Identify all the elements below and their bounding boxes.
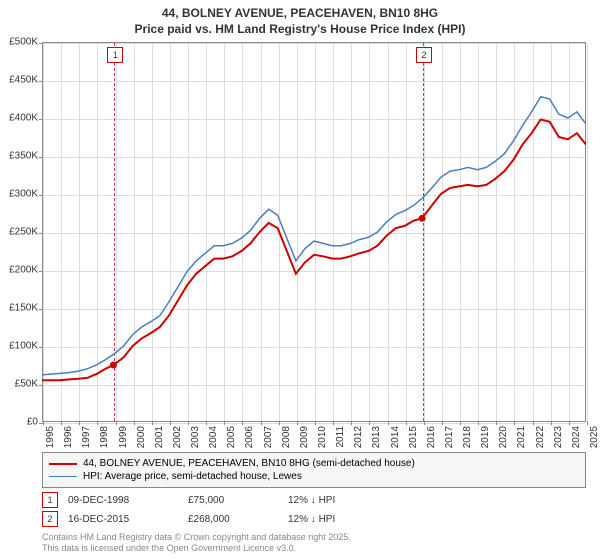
license-text: Contains HM Land Registry data © Crown c… bbox=[42, 532, 586, 554]
legend: 44, BOLNEY AVENUE, PEACEHAVEN, BN10 8HG … bbox=[42, 452, 586, 488]
y-axis-label: £200K bbox=[9, 265, 38, 276]
x-axis-label: 2008 bbox=[281, 426, 292, 448]
x-axis-label: 2002 bbox=[172, 426, 183, 448]
x-axis-label: 2010 bbox=[317, 426, 328, 448]
x-axis-label: 2017 bbox=[444, 426, 455, 448]
x-axis-label: 2021 bbox=[516, 426, 527, 448]
chart-svg bbox=[42, 42, 586, 422]
x-axis-label: 2005 bbox=[226, 426, 237, 448]
legend-swatch bbox=[49, 463, 77, 465]
x-axis-label: 2019 bbox=[480, 426, 491, 448]
x-axis-label: 2023 bbox=[553, 426, 564, 448]
y-axis-label: £400K bbox=[9, 113, 38, 124]
x-axis-label: 2025 bbox=[589, 426, 600, 448]
y-axis-label: £150K bbox=[9, 303, 38, 314]
y-axis-label: £250K bbox=[9, 227, 38, 238]
series-line bbox=[42, 120, 586, 381]
x-axis-label: 2012 bbox=[353, 426, 364, 448]
chart-area: 12 £0£50K£100K£150K£200K£250K£300K£350K£… bbox=[42, 42, 586, 422]
title-line1: 44, BOLNEY AVENUE, PEACEHAVEN, BN10 8HG bbox=[0, 6, 600, 22]
marker-dot bbox=[419, 215, 426, 222]
series-line bbox=[42, 97, 586, 375]
footnote-date: 09-DEC-1998 bbox=[68, 495, 178, 506]
license-line1: Contains HM Land Registry data © Crown c… bbox=[42, 532, 586, 543]
x-axis-label: 1995 bbox=[45, 426, 56, 448]
legend-item: HPI: Average price, semi-detached house,… bbox=[49, 470, 579, 483]
x-axis-label: 1996 bbox=[63, 426, 74, 448]
x-axis-label: 2004 bbox=[208, 426, 219, 448]
x-axis-label: 2011 bbox=[335, 426, 346, 448]
x-axis-label: 2000 bbox=[136, 426, 147, 448]
legend-item: 44, BOLNEY AVENUE, PEACEHAVEN, BN10 8HG … bbox=[49, 457, 579, 470]
x-axis-label: 2007 bbox=[263, 426, 274, 448]
y-axis-label: £50K bbox=[15, 379, 38, 390]
x-axis-label: 2016 bbox=[426, 426, 437, 448]
legend-swatch bbox=[49, 476, 77, 477]
footnote-marker: 1 bbox=[42, 492, 58, 508]
y-axis-label: £300K bbox=[9, 189, 38, 200]
chart-container: 44, BOLNEY AVENUE, PEACEHAVEN, BN10 8HG … bbox=[0, 0, 600, 560]
license-line2: This data is licensed under the Open Gov… bbox=[42, 543, 586, 554]
x-axis-label: 2001 bbox=[154, 426, 165, 448]
footnote-row: 2 16-DEC-2015 £268,000 12% ↓ HPI bbox=[42, 511, 586, 527]
x-axis-label: 2020 bbox=[498, 426, 509, 448]
x-axis-label: 2015 bbox=[408, 426, 419, 448]
gridline-v bbox=[587, 43, 588, 421]
footnote-row: 1 09-DEC-1998 £75,000 12% ↓ HPI bbox=[42, 492, 586, 508]
y-axis-label: £100K bbox=[9, 341, 38, 352]
x-axis-label: 2013 bbox=[371, 426, 382, 448]
x-axis-label: 2018 bbox=[462, 426, 473, 448]
y-axis-label: £350K bbox=[9, 151, 38, 162]
x-axis-label: 1997 bbox=[81, 426, 92, 448]
footnote-delta: 12% ↓ HPI bbox=[288, 495, 335, 506]
x-axis-label: 1999 bbox=[118, 426, 129, 448]
footnote-date: 16-DEC-2015 bbox=[68, 514, 178, 525]
y-axis-label: £0 bbox=[27, 417, 38, 428]
legend-label: 44, BOLNEY AVENUE, PEACEHAVEN, BN10 8HG … bbox=[83, 458, 415, 469]
gridline-h bbox=[43, 423, 585, 424]
footnote-price: £268,000 bbox=[188, 514, 278, 525]
x-axis-label: 2014 bbox=[390, 426, 401, 448]
title-line2: Price paid vs. HM Land Registry's House … bbox=[0, 22, 600, 38]
x-axis-label: 2006 bbox=[244, 426, 255, 448]
x-axis-label: 2003 bbox=[190, 426, 201, 448]
footnotes: 1 09-DEC-1998 £75,000 12% ↓ HPI 2 16-DEC-2015… bbox=[42, 492, 586, 530]
y-axis-label: £450K bbox=[9, 75, 38, 86]
footnote-delta: 12% ↓ HPI bbox=[288, 514, 335, 525]
x-axis-label: 2009 bbox=[299, 426, 310, 448]
x-axis-label: 1998 bbox=[99, 426, 110, 448]
legend-label: HPI: Average price, semi-detached house,… bbox=[83, 471, 302, 482]
marker-dot bbox=[110, 362, 117, 369]
chart-title: 44, BOLNEY AVENUE, PEACEHAVEN, BN10 8HG … bbox=[0, 0, 600, 37]
footnote-marker: 2 bbox=[42, 511, 58, 527]
x-axis-label: 2024 bbox=[571, 426, 582, 448]
y-axis-label: £500K bbox=[9, 37, 38, 48]
footnote-price: £75,000 bbox=[188, 495, 278, 506]
x-axis-label: 2022 bbox=[535, 426, 546, 448]
